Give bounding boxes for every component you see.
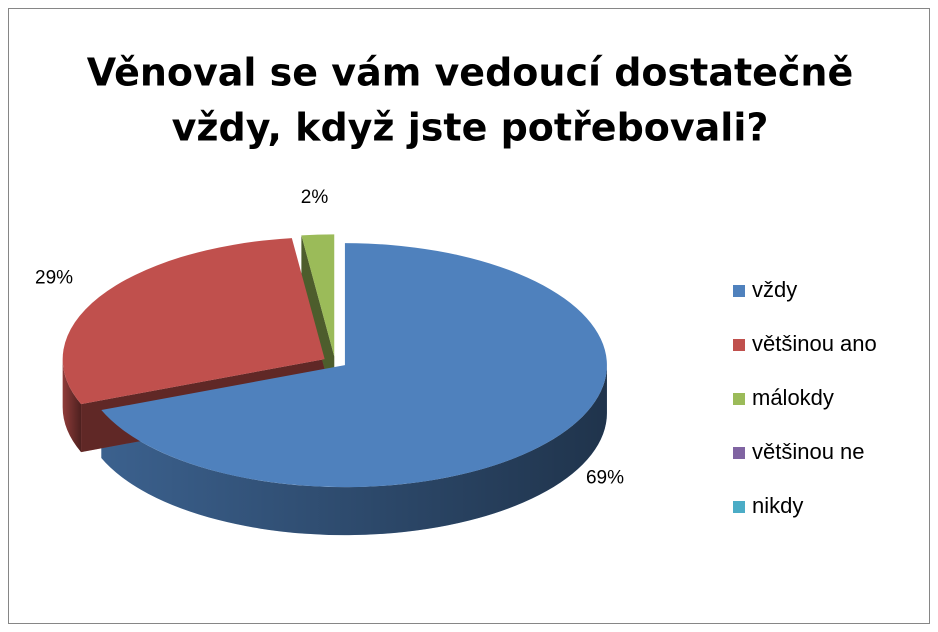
slice	[101, 243, 607, 488]
slice-cut-shade	[301, 235, 335, 405]
slice-side-shade	[62, 359, 82, 453]
data-label: 29%	[35, 267, 73, 288]
legend-swatch	[733, 285, 745, 297]
legend-label: nikdy	[752, 493, 803, 518]
slice	[62, 238, 325, 405]
slice-side-shade	[101, 365, 607, 536]
data-label: 2%	[301, 187, 329, 208]
legend-swatch	[733, 501, 745, 513]
chart-title: vždy, když jste potřebovali?	[172, 106, 769, 150]
slice	[301, 234, 335, 357]
legend-label: většinou ne	[752, 439, 865, 464]
legend-swatch	[733, 447, 745, 459]
legend-label: většinou ano	[752, 331, 877, 356]
legend-swatch	[733, 339, 745, 351]
legend-label: málokdy	[752, 385, 834, 410]
legend-swatch	[733, 393, 745, 405]
data-label: 69%	[586, 467, 624, 488]
chart-title: Věnoval se vám vedoucí dostatečně	[87, 51, 854, 95]
legend-label: vždy	[752, 277, 797, 302]
